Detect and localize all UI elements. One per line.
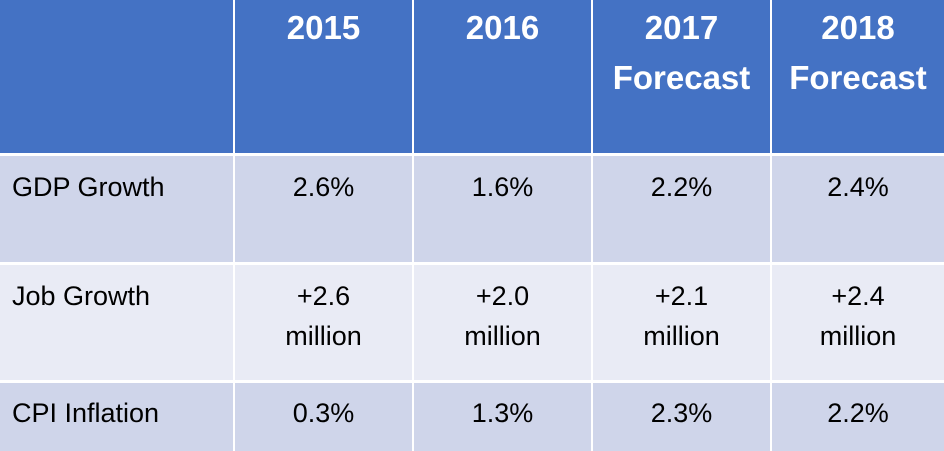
cell-line1: 1.3% bbox=[471, 398, 534, 428]
header-2018-line2: Forecast bbox=[789, 59, 927, 96]
row-label-gdp-growth: GDP Growth bbox=[0, 153, 233, 262]
header-cell-2015: 2015 bbox=[233, 0, 412, 153]
table-cell: 2.2% bbox=[770, 380, 944, 451]
cell-line1: 2.6% bbox=[292, 172, 355, 202]
cell-line1: 2.2% bbox=[827, 398, 889, 428]
cell-line1: +2.1 bbox=[654, 281, 709, 311]
cell-line1: 0.3% bbox=[292, 398, 355, 428]
cell-line1: +2.0 bbox=[475, 281, 530, 311]
header-2016-line1: 2016 bbox=[465, 9, 540, 46]
cell-line1: +2.6 bbox=[296, 281, 351, 311]
cell-line2: million bbox=[643, 321, 720, 351]
table-cell: 2.4% bbox=[770, 153, 944, 262]
row-label-cpi-inflation: CPI Inflation bbox=[0, 380, 233, 451]
cell-line1: 1.6% bbox=[471, 172, 534, 202]
table-cell: 2.3% bbox=[591, 380, 770, 451]
header-2018-line1: 2018 bbox=[821, 9, 895, 46]
table-cell: 0.3% bbox=[233, 380, 412, 451]
table-cell: 1.3% bbox=[412, 380, 591, 451]
table-cell: +2.6 million bbox=[233, 262, 412, 380]
table-cell: 2.6% bbox=[233, 153, 412, 262]
cell-line1: 2.2% bbox=[650, 172, 713, 202]
cell-line1: 2.3% bbox=[650, 398, 713, 428]
cell-line1: 2.4% bbox=[827, 172, 889, 202]
header-2017-line1: 2017 bbox=[644, 9, 719, 46]
row-label-job-growth: Job Growth bbox=[0, 262, 233, 380]
cell-line2: million bbox=[819, 321, 897, 351]
table-cell: +2.1 million bbox=[591, 262, 770, 380]
cell-line1: +2.4 bbox=[831, 281, 885, 311]
table-cell: 2.2% bbox=[591, 153, 770, 262]
header-2015-line1: 2015 bbox=[286, 9, 361, 46]
cell-line2: million bbox=[464, 321, 541, 351]
row-label-text: Job Growth bbox=[12, 281, 151, 311]
header-cell-2016: 2016 bbox=[412, 0, 591, 153]
header-2017-line2: Forecast bbox=[612, 59, 751, 96]
header-cell-2018: 2018 Forecast bbox=[770, 0, 944, 153]
cell-line2: million bbox=[285, 321, 362, 351]
table-cell: +2.4 million bbox=[770, 262, 944, 380]
table-cell: 1.6% bbox=[412, 153, 591, 262]
header-corner-cell bbox=[0, 0, 233, 153]
table-cell: +2.0 million bbox=[412, 262, 591, 380]
row-label-text: CPI Inflation bbox=[12, 398, 160, 428]
row-label-text: GDP Growth bbox=[12, 172, 165, 202]
header-cell-2017: 2017 Forecast bbox=[591, 0, 770, 153]
